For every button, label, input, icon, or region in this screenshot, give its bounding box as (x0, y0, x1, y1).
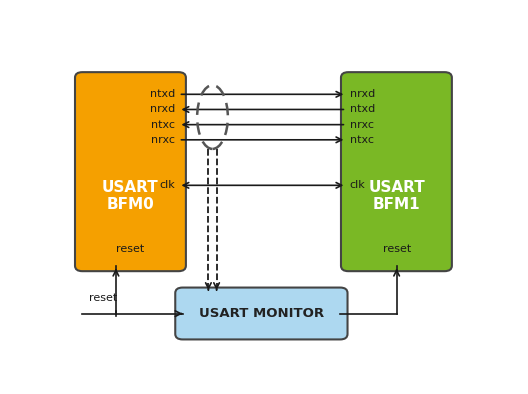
Text: ntxc: ntxc (151, 120, 175, 130)
Text: nrxc: nrxc (350, 120, 374, 130)
FancyBboxPatch shape (175, 288, 347, 340)
Text: ntxd: ntxd (150, 89, 175, 99)
Text: ntxd: ntxd (350, 104, 375, 115)
Text: ntxc: ntxc (350, 135, 374, 145)
FancyBboxPatch shape (341, 72, 452, 271)
Text: reset: reset (89, 293, 117, 303)
Text: USART
BFM0: USART BFM0 (102, 180, 158, 212)
Text: clk: clk (159, 180, 175, 190)
Text: reset: reset (382, 244, 411, 254)
Text: nrxc: nrxc (151, 135, 175, 145)
Text: USART MONITOR: USART MONITOR (199, 307, 324, 320)
FancyBboxPatch shape (75, 72, 186, 271)
Text: reset: reset (116, 244, 144, 254)
Text: nrxd: nrxd (150, 104, 175, 115)
Text: nrxd: nrxd (350, 89, 375, 99)
Text: clk: clk (350, 180, 365, 190)
Text: USART
BFM1: USART BFM1 (368, 180, 425, 212)
